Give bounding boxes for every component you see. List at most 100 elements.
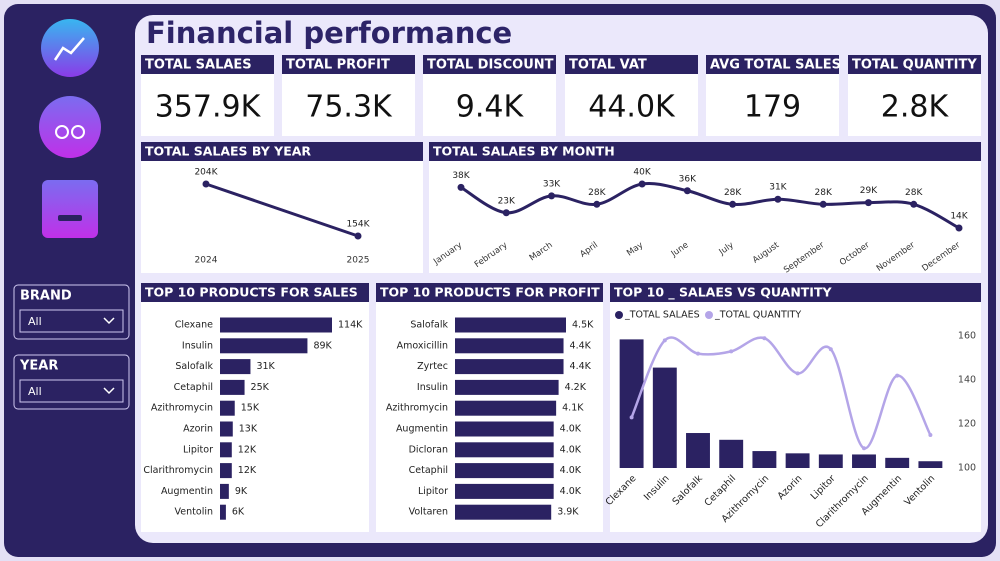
bar <box>220 359 251 375</box>
kpi-header <box>848 55 981 74</box>
bar <box>455 400 557 416</box>
data-label: 89K <box>313 340 332 351</box>
kpi-value: 44.0K <box>588 90 676 125</box>
point <box>662 338 667 343</box>
chart-title: TOTAL SALAES BY MONTH <box>433 144 615 159</box>
kpi-value: 179 <box>744 90 801 125</box>
data-label: 28K <box>724 188 742 198</box>
point <box>864 199 872 207</box>
chart-card <box>429 142 981 273</box>
data-label: 40K <box>633 168 651 178</box>
kpi-value: 75.3K <box>305 90 393 125</box>
point <box>729 349 734 354</box>
bar <box>220 338 308 354</box>
chart-header <box>376 283 603 302</box>
bar <box>455 421 554 437</box>
point <box>696 351 700 356</box>
chart-title: TOP 10 PRODUCTS FOR SALES <box>145 285 358 300</box>
dropdown-chevron <box>103 387 115 395</box>
bar <box>220 400 235 416</box>
point <box>819 200 827 208</box>
point <box>828 347 833 352</box>
y-tick-label: Augmentin <box>396 424 448 435</box>
data-label: 4.2K <box>565 382 587 393</box>
icon-glyph <box>58 215 82 221</box>
bar <box>455 359 564 375</box>
bar <box>818 454 843 468</box>
point <box>548 192 556 200</box>
bar <box>455 483 554 499</box>
kpi-label: AVG TOTAL SALES <box>710 58 841 73</box>
chart-header <box>141 142 423 161</box>
legend-label: _TOTAL SALAES <box>624 310 700 321</box>
icon-customers[interactable] <box>39 96 101 158</box>
y-tick-label: Dicloran <box>409 444 448 455</box>
y-tick-label: Salofalk <box>175 361 213 372</box>
point <box>895 373 900 378</box>
y-tick-label: Salofalk <box>410 320 448 331</box>
data-label: 31K <box>769 183 787 193</box>
bar <box>852 454 876 468</box>
filter-value: All <box>28 385 42 398</box>
kpi-label: TOTAL SALAES <box>145 58 252 73</box>
data-label: 12K <box>238 444 257 455</box>
bar <box>619 339 644 468</box>
bar <box>752 451 777 468</box>
y-tick-label: Amoxicillin <box>397 340 448 351</box>
data-label: 13K <box>239 424 258 435</box>
bar <box>686 433 710 468</box>
point <box>795 371 800 376</box>
chart-header <box>141 283 369 302</box>
chart-card <box>141 142 423 273</box>
filter-label: BRAND <box>20 289 72 304</box>
point <box>202 180 210 188</box>
bar <box>455 379 559 395</box>
kpi-header <box>282 55 415 74</box>
bar <box>455 504 552 520</box>
chart-header <box>429 142 981 161</box>
y-tick-label: Insulin <box>417 382 448 393</box>
legend-marker <box>705 311 713 319</box>
bar <box>220 504 226 520</box>
data-label: 4.4K <box>570 340 592 351</box>
icon-glyph <box>53 37 85 61</box>
y-tick-label: Lipitor <box>418 486 448 497</box>
y-tick-label: Insulin <box>182 340 213 351</box>
data-label: 28K <box>905 188 923 198</box>
kpi-header <box>423 55 556 74</box>
filter-dropdown[interactable] <box>19 309 124 333</box>
y2-tick-label: 100 <box>958 463 976 474</box>
filter-box <box>13 284 130 340</box>
point <box>502 209 510 217</box>
data-label: 4.0K <box>560 465 582 476</box>
data-label: 38K <box>452 171 470 181</box>
line <box>460 182 960 230</box>
icon-store[interactable] <box>42 180 98 238</box>
filter-dropdown[interactable] <box>19 379 124 403</box>
point <box>629 415 634 420</box>
point <box>457 183 465 191</box>
data-label: 114K <box>338 320 363 331</box>
y2-tick-label: 160 <box>958 331 976 342</box>
data-label: 14K <box>950 212 968 222</box>
bar <box>220 379 245 395</box>
data-label: 4.0K <box>560 444 582 455</box>
y-tick-label: Ventolin <box>175 507 213 518</box>
point <box>729 200 737 208</box>
data-label: 4.0K <box>560 486 582 497</box>
kpi-header <box>706 55 839 74</box>
bar <box>220 317 332 333</box>
chart-header <box>610 283 981 302</box>
filter-value: All <box>28 315 42 328</box>
data-label: 6K <box>232 507 245 518</box>
kpi-label: TOTAL DISCOUNT <box>427 58 554 73</box>
y-tick-label: Cetaphil <box>409 465 448 476</box>
data-label: 31K <box>256 361 275 372</box>
data-label: 36K <box>679 174 697 184</box>
data-label: 4.0K <box>560 424 582 435</box>
y-tick-label: Voltaren <box>409 507 448 518</box>
bar <box>455 338 564 354</box>
icon-finance[interactable] <box>41 19 99 77</box>
y-tick-label: Augmentin <box>161 486 213 497</box>
